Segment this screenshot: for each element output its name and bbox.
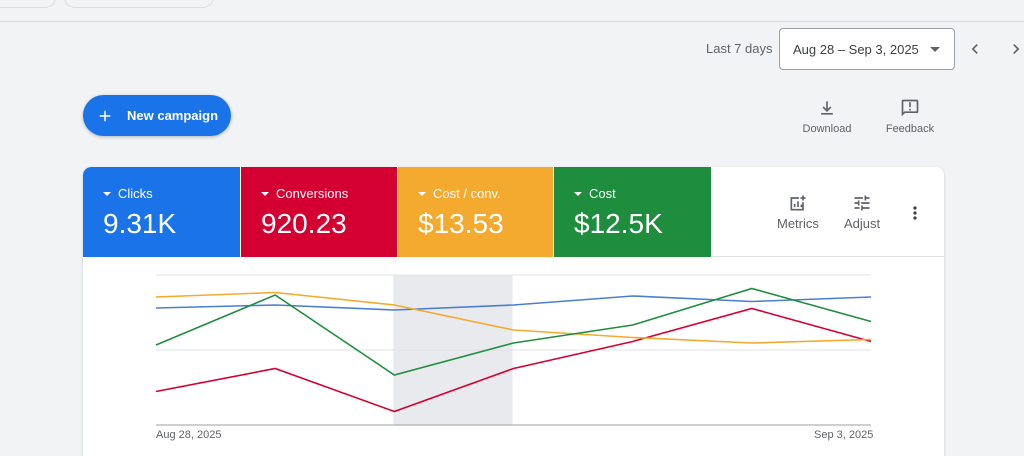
- metrics-label: Metrics: [777, 216, 819, 231]
- plus-icon: [83, 107, 127, 125]
- filter-chip[interactable]: [0, 0, 56, 8]
- new-campaign-button[interactable]: New campaign: [83, 95, 231, 136]
- x-tick-label: Sep 3, 2025: [814, 429, 874, 441]
- metric-tile-conversions[interactable]: Conversions 920.23: [241, 167, 397, 257]
- metric-header: Clicks 9.31K Conversions 920.23 Cost / c…: [83, 167, 944, 257]
- metrics-button[interactable]: Metrics: [777, 193, 819, 231]
- metric-value: 920.23: [261, 208, 347, 239]
- series-line-1: [155, 307, 872, 413]
- more-options-button[interactable]: [905, 203, 925, 223]
- download-label: Download: [802, 123, 852, 135]
- dropdown-caret-icon: [261, 191, 269, 196]
- top-filter-strip: [0, 0, 1024, 22]
- metric-tile-cost[interactable]: Cost $12.5K: [554, 167, 711, 257]
- metric-value: 9.31K: [103, 208, 177, 239]
- metric-tile-cost-per-conversion[interactable]: Cost / conv. $13.53: [398, 167, 553, 257]
- adjust-button[interactable]: Adjust: [844, 193, 880, 231]
- metric-label: Cost / conv.: [433, 186, 501, 201]
- download-icon: [821, 101, 833, 115]
- metric-label: Clicks: [118, 186, 153, 201]
- chevron-right-icon: [1013, 44, 1020, 54]
- dropdown-caret-icon: [574, 191, 582, 196]
- feedback-label: Feedback: [885, 123, 935, 135]
- performance-card: Clicks 9.31K Conversions 920.23 Cost / c…: [83, 167, 944, 456]
- series-line-2: [155, 291, 872, 344]
- chevron-left-icon: [971, 44, 978, 54]
- filter-chip[interactable]: [64, 0, 214, 8]
- more-vert-icon: [913, 206, 917, 220]
- metric-value: $13.53: [418, 208, 504, 239]
- feedback-button[interactable]: Feedback: [875, 98, 945, 135]
- download-button[interactable]: Download: [792, 98, 862, 135]
- series-line-0: [155, 295, 872, 311]
- metric-label: Conversions: [276, 186, 349, 201]
- performance-line-chart: [155, 274, 872, 426]
- next-period-button[interactable]: [1006, 39, 1024, 59]
- date-range-value: Aug 28 – Sep 3, 2025: [793, 41, 919, 57]
- metric-value: $12.5K: [574, 208, 663, 239]
- date-range-select[interactable]: Aug 28 – Sep 3, 2025: [779, 28, 955, 70]
- new-campaign-label: New campaign: [127, 108, 219, 123]
- metric-label: Cost: [589, 186, 616, 201]
- dropdown-caret-icon: [103, 191, 111, 196]
- dropdown-caret-icon: [418, 191, 426, 196]
- dropdown-caret-icon: [930, 47, 940, 52]
- add-chart-icon: [790, 195, 806, 211]
- feedback-icon: [901, 99, 919, 117]
- previous-period-button[interactable]: [965, 39, 985, 59]
- x-tick-label: Aug 28, 2025: [156, 429, 222, 441]
- date-range-label: Last 7 days: [706, 41, 773, 56]
- series-line-3: [155, 287, 872, 376]
- metric-tile-clicks[interactable]: Clicks 9.31K: [83, 167, 240, 257]
- adjust-label: Adjust: [844, 216, 881, 231]
- tune-icon: [854, 195, 870, 211]
